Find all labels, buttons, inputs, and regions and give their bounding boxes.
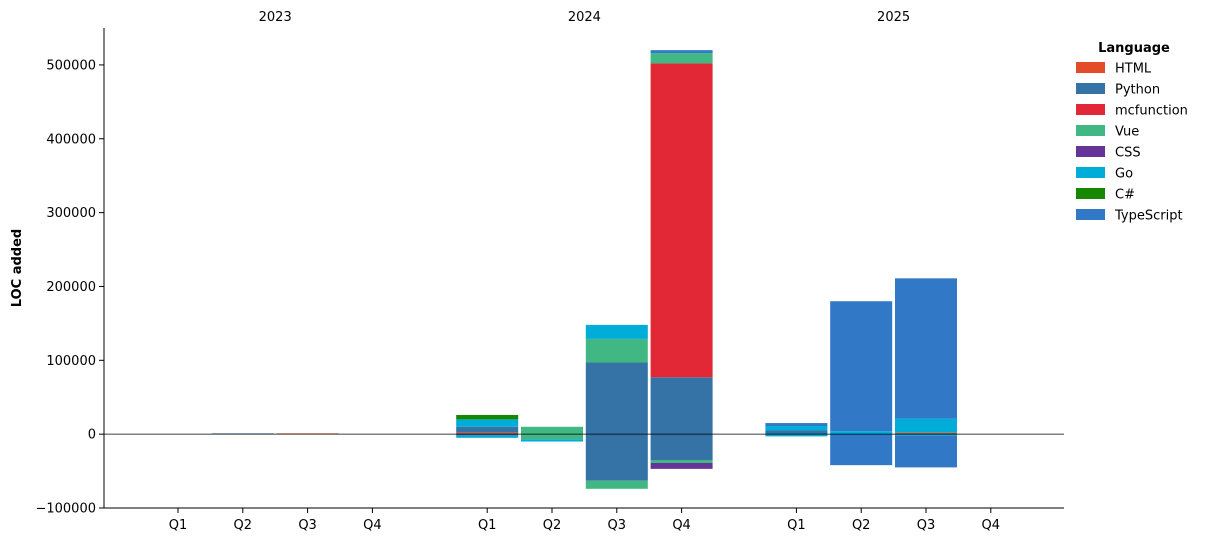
x-tick-label: Q4 xyxy=(982,518,1001,533)
legend-swatch-csharp xyxy=(1076,188,1105,199)
bar-segment-2024-q3-python xyxy=(585,362,648,435)
bar-segment-neg-2024-q4-python xyxy=(650,434,713,460)
bar-segment-2025-q2-typescript xyxy=(830,301,893,432)
bar-segment-neg-2025-q2-typescript xyxy=(830,434,893,466)
legend-label-typescript: TypeScript xyxy=(1114,209,1183,224)
legend-swatch-css xyxy=(1076,146,1105,157)
legend-label-mcfunction: mcfunction xyxy=(1115,104,1188,119)
legend-label-python: Python xyxy=(1115,83,1160,98)
bar-segment-neg-2024-q1-python xyxy=(456,434,519,436)
year-label-2024: 2024 xyxy=(568,10,601,25)
y-tick-label: 400000 xyxy=(46,132,96,147)
x-tick-label: Q2 xyxy=(852,518,871,533)
y-ticks: −100000 0 100000 200000 300000 400000 500000 xyxy=(35,58,104,517)
x-tick-label: Q4 xyxy=(363,518,382,533)
bar-segment-neg-2024-q3-vue xyxy=(585,480,648,489)
bar-segment-2025-q3-go xyxy=(895,418,957,433)
bar-segment-neg-2024-q2-vue xyxy=(521,434,583,440)
legend-swatch-vue xyxy=(1076,125,1105,136)
y-tick-label: −100000 xyxy=(35,502,96,517)
x-tick-label: Q4 xyxy=(672,518,691,533)
legend-swatch-python xyxy=(1076,83,1105,94)
y-tick-label: 500000 xyxy=(46,58,96,73)
legend-label-html: HTML xyxy=(1115,62,1152,77)
year-label-2025: 2025 xyxy=(877,10,910,25)
legend-swatch-typescript xyxy=(1076,209,1105,220)
bar-segment-2025-q3-html xyxy=(895,432,957,435)
bar-segment-2025-q3-typescript xyxy=(895,278,957,419)
bar-segment-neg-2024-q2-go xyxy=(521,439,583,442)
bar-segment-neg-2025-q3-typescript xyxy=(895,435,957,468)
x-tick-label: Q3 xyxy=(298,518,317,533)
x-tick-label: Q1 xyxy=(169,518,188,533)
legend-label-go: Go xyxy=(1115,167,1133,182)
bar-segment-neg-2024-q1-go xyxy=(456,435,519,438)
bar-segment-2024-q1-html xyxy=(456,432,519,435)
x-tick-label: Q3 xyxy=(608,518,627,533)
year-label-2023: 2023 xyxy=(259,10,292,25)
x-tick-label: Q3 xyxy=(917,518,936,533)
x-tick-label: Q2 xyxy=(543,518,562,533)
y-tick-label: 100000 xyxy=(46,354,96,369)
legend-swatch-html xyxy=(1076,62,1105,73)
bars-layer xyxy=(211,50,957,489)
bar-segment-2024-q4-vue xyxy=(650,53,713,64)
y-axis-label: LOC added xyxy=(10,229,25,307)
legend: Language HTML Python mcfunction Vue CSS Go C# T… xyxy=(1076,41,1188,224)
bar-segment-neg-2024-q4-css xyxy=(650,462,713,469)
y-tick-label: 200000 xyxy=(46,280,96,295)
bar-segment-2024-q3-vue xyxy=(585,338,648,363)
bar-segment-2024-q4-mcfunction xyxy=(650,63,713,378)
bar-segment-2025-q1-go xyxy=(765,426,828,431)
bar-segment-2025-q1-typescript xyxy=(765,423,828,427)
y-tick-label: 0 xyxy=(88,428,96,443)
bar-segment-2024-q4-python xyxy=(650,377,713,435)
legend-label-css: CSS xyxy=(1115,146,1141,161)
legend-label-vue: Vue xyxy=(1115,125,1139,140)
bar-segment-neg-2025-q1-go xyxy=(765,434,828,437)
x-ticks: Q1 Q2 Q3 Q4 Q1 Q2 Q3 Q4 Q1 Q2 Q3 Q4 xyxy=(169,508,1000,533)
legend-swatch-mcfunction xyxy=(1076,104,1105,115)
legend-swatch-go xyxy=(1076,167,1105,178)
bar-segment-2024-q3-go xyxy=(585,324,648,339)
y-tick-label: 300000 xyxy=(46,206,96,221)
legend-title: Language xyxy=(1098,41,1170,56)
x-tick-label: Q1 xyxy=(478,518,497,533)
x-tick-label: Q1 xyxy=(787,518,806,533)
bar-segment-2025-q1-python xyxy=(765,430,828,435)
bar-segment-2024-q1-go xyxy=(456,419,519,427)
legend-label-csharp: C# xyxy=(1115,188,1135,203)
bar-segment-2025-q2-go xyxy=(830,431,893,435)
bar-segment-neg-2024-q3-python xyxy=(585,434,648,481)
bar-segment-2024-q1-csharp xyxy=(456,414,519,420)
bar-segment-neg-2025-q3-go xyxy=(895,434,957,436)
x-tick-label: Q2 xyxy=(234,518,253,533)
bar-segment-2024-q1-python xyxy=(456,426,519,433)
bar-segment-2024-q4-typescript xyxy=(650,50,713,54)
year-labels: 2023 2024 2025 xyxy=(259,10,910,25)
bar-segment-2024-q2-vue xyxy=(521,426,583,435)
bar-segment-neg-2024-q4-vue xyxy=(650,460,713,463)
